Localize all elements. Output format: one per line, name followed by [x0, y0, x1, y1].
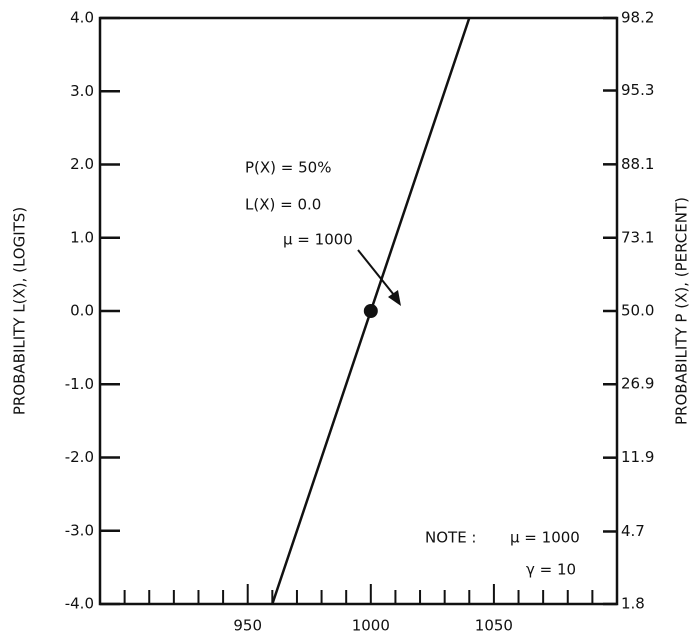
y-axis-label: PROBABILITY L(X), (LOGITS)	[11, 207, 29, 415]
y2-tick-label: 4.7	[621, 522, 645, 540]
point	[363, 304, 378, 318]
y-tick-label: -1.0	[65, 375, 94, 393]
annotation: L(X) = 0.0	[245, 196, 321, 214]
arrow	[357, 249, 399, 301]
y-tick-label: 2.0	[70, 155, 94, 173]
y2-tick-label: 88.1	[621, 155, 654, 173]
y-tick-label: -3.0	[65, 521, 94, 539]
y2-tick-label: 26.9	[621, 375, 654, 393]
y-tick-label: -2.0	[65, 448, 94, 466]
y2-tick-label: 50.0	[621, 302, 654, 320]
x-tick-label: 1000	[352, 617, 390, 635]
annotation: μ = 1000	[283, 231, 353, 249]
x-tick-label: 1050	[475, 617, 513, 635]
y2-tick-label: 1.8	[621, 595, 645, 613]
y-tick-label: 3.0	[70, 82, 94, 100]
y-tick-label: 1.0	[70, 228, 94, 246]
y2-tick-label: 95.3	[621, 81, 654, 99]
y2-tick-label: 98.2	[621, 9, 654, 27]
y2-axis-label: PROBABILITY P (X), (PERCENT)	[673, 197, 691, 425]
arrow-head	[388, 290, 401, 306]
y-tick-label: -4.0	[65, 595, 94, 613]
annotation: μ = 1000	[510, 529, 580, 547]
y-tick-label: 4.0	[70, 9, 94, 27]
annotation: NOTE :	[425, 529, 477, 547]
y2-tick-label: 73.1	[621, 228, 654, 246]
annotation: P(X) = 50%	[245, 159, 331, 177]
x-tick-label: 950	[233, 617, 262, 635]
y-tick-label: 0.0	[70, 302, 94, 320]
annotation: γ = 10	[526, 561, 576, 579]
y2-tick-label: 11.9	[621, 448, 654, 466]
plot-frame	[98, 16, 619, 606]
